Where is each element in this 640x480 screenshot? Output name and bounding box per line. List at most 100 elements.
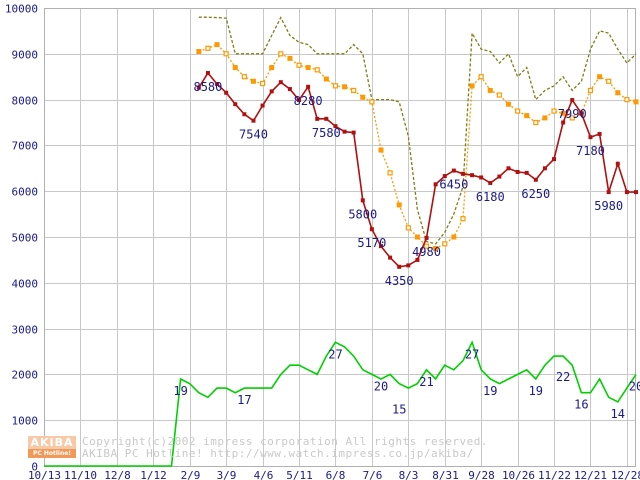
data-point-marker <box>552 157 557 162</box>
y-axis-tick-label: 9000 <box>12 49 39 62</box>
data-point-marker <box>388 255 393 260</box>
data-point-marker <box>260 103 265 108</box>
price-point-value-label: 7540 <box>239 128 268 142</box>
data-point-marker <box>579 111 584 116</box>
count-point-value-label: 20 <box>374 379 388 393</box>
data-point-marker <box>232 65 238 71</box>
x-axis-tick-label: 7/6 <box>363 469 383 480</box>
data-point-marker <box>315 116 320 121</box>
count-point-value-label: 27 <box>328 347 342 361</box>
data-point-marker <box>342 84 348 90</box>
data-point-marker <box>333 124 338 129</box>
data-point-marker <box>561 120 566 125</box>
data-point-marker <box>496 92 502 98</box>
data-point-marker <box>306 84 311 89</box>
data-point-marker <box>205 71 210 76</box>
data-point-marker <box>314 67 320 73</box>
x-axis-tick-label: 5/11 <box>286 469 313 480</box>
price-point-value-label: 5800 <box>348 207 377 221</box>
data-point-marker <box>560 110 566 116</box>
data-point-marker <box>624 190 629 195</box>
data-point-marker <box>470 173 475 178</box>
data-point-marker <box>460 216 466 222</box>
data-point-marker <box>332 83 339 89</box>
x-axis-tick-label: 11/10 <box>64 469 97 480</box>
data-point-marker <box>259 80 266 87</box>
data-point-marker <box>242 112 247 117</box>
data-point-marker <box>351 130 356 135</box>
price-point-value-label: 6250 <box>521 187 550 201</box>
data-point-marker <box>524 113 530 119</box>
data-point-marker <box>297 98 302 103</box>
data-point-marker <box>397 264 402 269</box>
x-axis-tick-label: 12/8 <box>104 469 131 480</box>
data-point-marker <box>287 55 293 61</box>
data-point-marker <box>396 202 402 208</box>
data-point-marker <box>323 76 329 82</box>
x-axis-tick-label: 9/28 <box>468 469 495 480</box>
data-point-marker <box>287 87 292 92</box>
data-point-marker <box>515 169 520 174</box>
data-point-marker <box>360 94 366 100</box>
data-point-marker <box>369 99 375 105</box>
price-point-value-label: 7990 <box>558 107 587 121</box>
y-axis-tick-label: 5000 <box>12 232 39 245</box>
data-point-marker <box>551 108 557 114</box>
x-axis-tick-label: 4/6 <box>254 469 274 480</box>
x-axis-tick-labels: 10/13 11/10 12/8 1/12 2/9 3/9 4/6 5/11 6/8 7/6 8/3… <box>28 469 640 480</box>
y-axis-tick-label: 4000 <box>12 278 39 291</box>
data-point-marker <box>378 147 384 153</box>
x-axis-tick-label: 8/31 <box>432 469 459 480</box>
data-point-labels: 8580 7540 8280 7580 5800 5170 4350 4980 6450 6180… <box>173 80 640 421</box>
x-axis-tick-label: 10/13 <box>28 469 61 480</box>
data-point-marker <box>624 96 630 103</box>
data-point-marker <box>487 87 493 93</box>
data-point-marker <box>479 175 484 180</box>
price-point-value-label: 7180 <box>576 144 605 158</box>
data-point-marker <box>387 170 393 176</box>
series-line-shop-count <box>44 340 637 467</box>
data-point-marker <box>414 234 420 240</box>
y-axis-tick-label: 7000 <box>12 140 39 153</box>
data-point-marker <box>615 161 620 166</box>
data-point-marker <box>433 182 438 187</box>
x-axis-tick-label: 1/12 <box>140 469 167 480</box>
data-point-marker <box>278 80 283 85</box>
data-point-marker <box>360 198 365 203</box>
series-line-max-price <box>198 16 637 245</box>
x-axis-tick-label: 3/9 <box>217 469 237 480</box>
data-point-marker <box>606 190 611 195</box>
data-point-marker <box>224 90 229 95</box>
data-point-marker <box>442 174 447 179</box>
price-point-value-label: 7580 <box>312 126 341 140</box>
data-point-marker <box>378 244 383 249</box>
data-point-marker <box>597 131 602 136</box>
y-axis-tick-label: 0 <box>31 461 38 474</box>
price-point-value-label: 5980 <box>594 199 623 213</box>
price-point-value-label: 8580 <box>193 80 222 94</box>
count-point-value-label: 21 <box>419 375 433 389</box>
data-point-marker <box>606 78 612 84</box>
data-series-layer <box>44 16 639 467</box>
data-point-marker <box>588 135 593 140</box>
data-point-marker <box>569 115 575 121</box>
data-point-marker <box>442 241 448 247</box>
data-point-marker <box>205 45 211 51</box>
data-point-marker <box>524 170 529 175</box>
data-point-marker <box>451 234 457 240</box>
y-axis-tick-label: 2000 <box>12 369 39 382</box>
data-point-marker <box>251 118 256 123</box>
count-point-value-label: 17 <box>237 393 251 407</box>
data-point-marker <box>633 99 639 105</box>
data-point-marker <box>214 42 220 48</box>
data-point-marker <box>469 83 475 89</box>
count-point-value-label: 22 <box>556 370 570 384</box>
x-axis-tick-label: 12/28 <box>611 469 640 480</box>
count-point-value-label: 14 <box>611 407 625 421</box>
data-point-marker <box>497 174 502 179</box>
price-point-value-label: 6180 <box>476 190 505 204</box>
data-point-marker <box>460 171 465 176</box>
data-point-marker <box>342 129 347 134</box>
